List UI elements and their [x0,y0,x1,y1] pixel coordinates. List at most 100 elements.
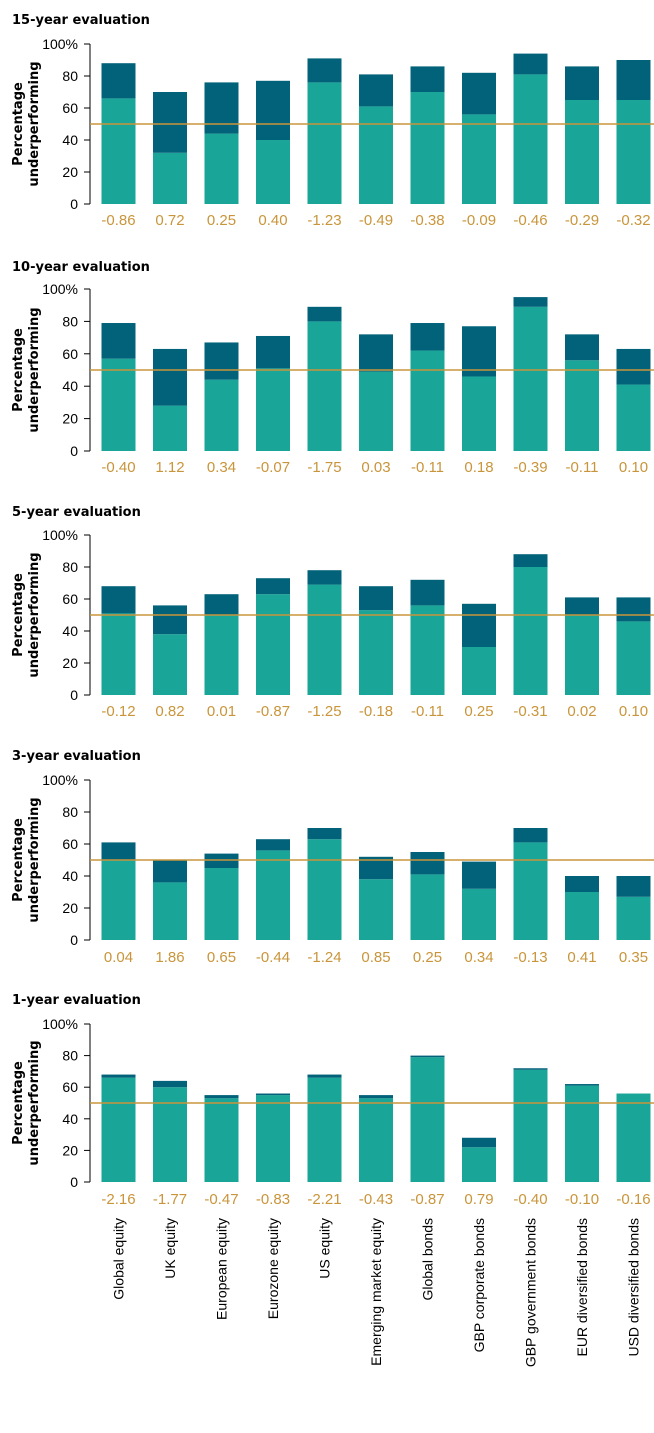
bar-lower [359,106,393,204]
bar-upper [359,586,393,611]
bar-upper [307,828,342,840]
category-label: Emerging market equity [368,1218,384,1366]
category-label: GBP government bonds [523,1218,539,1367]
data-label: -0.10 [565,1191,599,1208]
bar-upper [359,1095,393,1099]
bar-lower [101,613,136,695]
data-label: -0.29 [565,212,599,229]
data-label: -0.07 [256,459,290,476]
bar-lower [307,584,342,695]
y-tick-label: 60 [62,591,78,607]
bar-lower [153,634,187,695]
bar-upper [204,853,239,868]
category-label: Eurozone equity [265,1218,281,1319]
y-tick-label: 60 [62,100,78,116]
bar-upper [256,335,290,369]
y-tick-label: 0 [70,1174,78,1190]
bar-upper [410,66,445,92]
bar-upper [462,1137,496,1148]
panel-title: 15-year evaluation [12,13,150,28]
y-axis-label: underperforming [27,797,42,922]
bar-lower [410,1057,445,1182]
data-label: 0.25 [464,703,493,720]
y-tick-label: 20 [62,655,78,671]
bar-upper [462,861,496,889]
bar-lower [153,152,187,204]
y-tick-label: 0 [70,443,78,459]
panel-4: 3-year evaluation Percentage underperformi… [11,749,654,966]
bar-upper [616,60,651,100]
bar-lower [462,376,496,451]
bar-lower [256,594,290,695]
bar-lower [307,839,342,940]
data-label: 0.65 [207,949,236,966]
data-label: 0.82 [155,703,184,720]
bar-upper [101,323,136,359]
bar-lower [101,358,136,451]
data-label: 0.35 [619,949,648,966]
bar-upper [153,92,187,153]
data-label: -0.11 [411,703,444,720]
data-label: -0.86 [101,212,135,229]
bar-upper [204,342,239,380]
bar-upper [410,579,445,606]
data-label: -0.38 [410,212,444,229]
data-label: -0.40 [513,1191,547,1208]
data-label: -0.39 [513,459,547,476]
y-axis-label: underperforming [27,552,42,677]
data-label: -0.47 [204,1191,238,1208]
data-label: 0.25 [413,949,442,966]
data-label: 0.25 [207,212,236,229]
bar-lower [565,615,599,695]
y-tick-label: 20 [62,1142,78,1158]
data-label: -0.31 [513,703,547,720]
y-tick-label: 100% [42,281,78,297]
bar-upper [359,856,393,880]
bar-lower [513,842,548,940]
bar-lower [616,621,651,695]
y-tick-label: 0 [70,932,78,948]
data-label: -0.32 [616,212,650,229]
bar-upper [307,58,342,83]
data-label: -0.40 [101,459,135,476]
y-axis-label: underperforming [27,307,42,432]
bar-lower [462,647,496,695]
bar-lower [565,100,599,204]
bar-upper [153,605,187,635]
bar-lower [256,368,290,451]
data-label: 0.72 [155,212,184,229]
bar-upper [204,82,239,134]
bar-upper [565,66,599,100]
panel-1: 15-year evaluation Percentage underperform… [11,13,654,229]
bar-lower [565,892,599,940]
data-label: -0.12 [101,703,135,720]
bar-upper [513,53,548,75]
bar-lower [616,384,651,451]
data-label: 0.40 [258,212,287,229]
bar-lower [204,615,239,695]
y-tick-label: 100% [42,772,78,788]
y-axis-label: Percentage [11,818,26,902]
y-tick-label: 20 [62,164,78,180]
bar-upper [307,306,342,322]
bar-upper [101,842,136,860]
data-label: -0.09 [462,212,496,229]
data-label: 0.34 [464,949,493,966]
bar-lower [101,98,136,204]
y-tick-label: 0 [70,196,78,212]
bar-lower [410,92,445,204]
bar-upper [565,597,599,615]
bar-upper [256,839,290,851]
bar-lower [359,610,393,695]
data-label: -0.46 [513,212,547,229]
bar-lower [462,888,496,940]
data-label: -0.11 [411,459,444,476]
bar-lower [101,860,136,940]
y-axis-label: Percentage [11,82,26,166]
y-tick-label: 80 [62,313,78,329]
bar-upper [153,1080,187,1088]
bar-upper [410,323,445,351]
data-label: -1.75 [307,459,341,476]
